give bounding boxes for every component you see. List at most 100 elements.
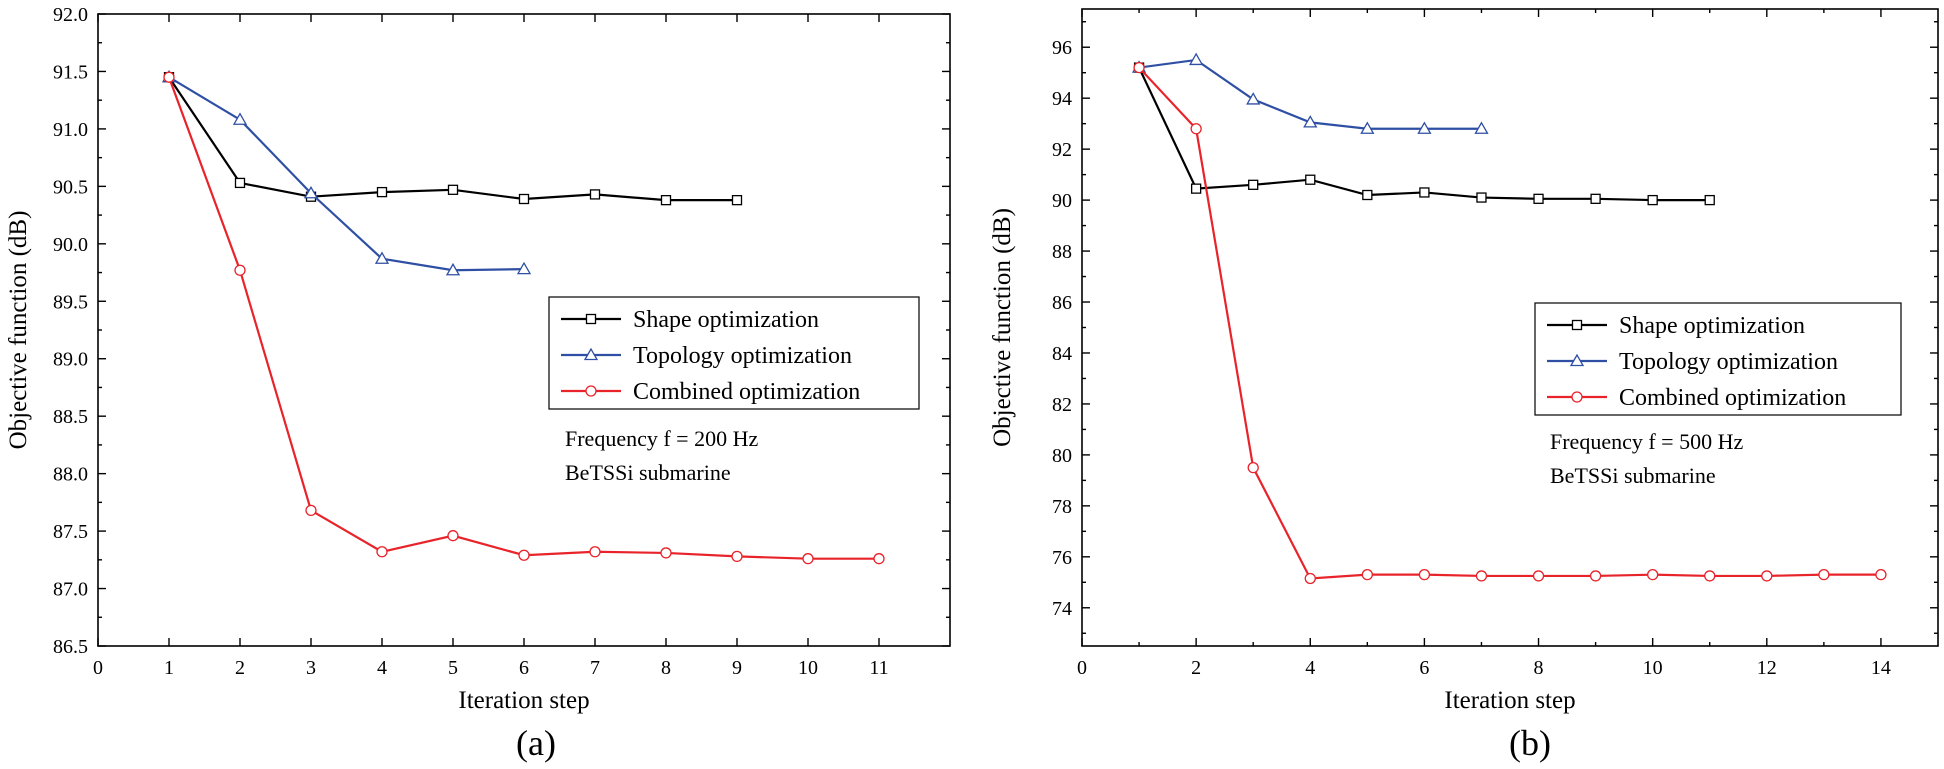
- x-axis-label: Iteration step: [1444, 687, 1575, 714]
- shape-point-7: [660, 195, 672, 206]
- annotation: BeTSSi submarine: [1550, 463, 1716, 488]
- y-tick-label: 89.5: [53, 291, 88, 313]
- chart-a: 0 1 2 3 4 5 6 7 8 9 10 11 86.5 87.0 87.5 88.0 88.5 89.0 89…: [5, 4, 951, 763]
- topology-point-4: [1360, 121, 1375, 134]
- y-tick-label: 88: [1052, 241, 1072, 263]
- shape-point-3: [376, 186, 388, 198]
- combined-point-9: [1647, 569, 1659, 581]
- x-tick-label: 0: [1077, 657, 1087, 679]
- shape-point-2: [1248, 179, 1259, 190]
- topology-point-1: [232, 112, 248, 125]
- y-tick-label: 92: [1052, 139, 1072, 161]
- shape-legend-label: Shape optimization: [633, 307, 819, 333]
- legend: Shape optimization Topology optimization C…: [548, 296, 920, 410]
- y-tick-label: 82: [1052, 394, 1072, 416]
- y-tick-label: 86: [1052, 292, 1072, 314]
- shape-legend-point-0: [1571, 319, 1583, 331]
- topology-point-2: [1246, 92, 1261, 105]
- shape-point-8: [1590, 193, 1601, 204]
- y-tick-label: 80: [1052, 445, 1072, 467]
- x-axis-label: Iteration step: [458, 687, 589, 714]
- shape-point-3: [1305, 174, 1316, 185]
- x-tick-label: 8: [1534, 657, 1544, 679]
- y-tick-label: 84: [1052, 343, 1072, 365]
- x-tick-label: 7: [590, 657, 600, 679]
- y-tick-label: 86.5: [53, 636, 88, 658]
- topology-point-2: [303, 185, 319, 199]
- chart-b: 0 2 4 6 8 10 12 14 74 76 78 80 82 84 86 88 90 92 94 96 Itera…: [989, 8, 1939, 763]
- topology-point-3: [374, 251, 390, 264]
- topology-line: [168, 76, 525, 272]
- combined-line: [1138, 66, 1881, 580]
- shape-legend-point-0: [585, 313, 597, 325]
- combined-point-10: [873, 553, 885, 565]
- combined-point-8: [1589, 570, 1602, 582]
- shape-legend-label: Shape optimization: [1619, 313, 1805, 339]
- x-tick-label: 1: [164, 657, 174, 679]
- shape-point-6: [1476, 192, 1487, 203]
- y-tick-label: 74: [1052, 598, 1072, 620]
- shape-point-5: [1419, 187, 1430, 198]
- shape-point-10: [1704, 194, 1715, 206]
- x-tick-label: 10: [1643, 657, 1663, 679]
- topology-series: [1131, 52, 1489, 134]
- shape-point-1: [234, 177, 246, 189]
- combined-point-6: [589, 546, 601, 558]
- combined-series: [1133, 61, 1887, 585]
- annotation: Frequency f = 500 Hz: [1550, 429, 1743, 454]
- combined-point-12: [1818, 569, 1830, 581]
- shape-point-4: [447, 184, 459, 195]
- shape-point-8: [731, 195, 743, 206]
- x-tick-label: 2: [235, 657, 245, 679]
- topology-legend-label: Topology optimization: [633, 343, 852, 369]
- legend: Shape optimization Topology optimization C…: [1534, 302, 1902, 416]
- topology-point-6: [1474, 121, 1489, 134]
- topology-legend-point-0: [1569, 353, 1585, 367]
- subfigure-label: (a): [516, 723, 556, 763]
- topology-point-1: [1189, 52, 1204, 66]
- combined-legend-point-0: [585, 385, 597, 397]
- combined-point-4: [447, 530, 459, 542]
- combined-point-0: [1133, 61, 1145, 74]
- y-tick-label: 92.0: [53, 4, 88, 26]
- x-tick-label: 5: [448, 657, 458, 679]
- combined-point-4: [1361, 569, 1373, 581]
- x-tick-label: 11: [869, 657, 888, 679]
- x-tick-label: 4: [1305, 657, 1315, 679]
- shape-series: [163, 72, 743, 206]
- combined-point-1: [234, 264, 246, 276]
- topology-legend-label: Topology optimization: [1619, 349, 1838, 375]
- x-tick-label: 12: [1757, 657, 1777, 679]
- combined-point-5: [518, 549, 530, 561]
- y-tick-label: 90.5: [53, 176, 88, 198]
- shape-point-4: [1362, 189, 1373, 201]
- shape-point-1: [1190, 183, 1202, 194]
- y-axis-label: Objective function (dB): [989, 208, 1016, 447]
- topology-point-4: [445, 262, 461, 276]
- combined-point-2: [305, 504, 317, 517]
- shape-line: [168, 76, 737, 202]
- combined-point-10: [1704, 570, 1716, 582]
- y-tick-label: 87.5: [53, 521, 88, 543]
- topology-point-3: [1303, 115, 1318, 128]
- y-tick-label: 91.5: [53, 61, 88, 83]
- annotation: Frequency f = 200 Hz: [565, 426, 758, 451]
- x-tick-label: 14: [1871, 657, 1891, 679]
- combined-point-7: [660, 547, 672, 559]
- y-tick-label: 78: [1052, 496, 1072, 518]
- shape-point-9: [1647, 194, 1658, 206]
- combined-point-5: [1418, 569, 1431, 581]
- y-tick-label: 88.5: [53, 406, 88, 428]
- combined-point-13: [1875, 569, 1887, 581]
- y-tick-label: 91.0: [53, 119, 88, 141]
- y-tick-label: 76: [1052, 547, 1072, 569]
- annotation: BeTSSi submarine: [565, 460, 731, 485]
- shape-series: [1133, 62, 1715, 206]
- subfigure-label: (b): [1509, 723, 1551, 763]
- y-tick-label: 90.0: [53, 234, 88, 256]
- topology-legend-point-0: [583, 347, 599, 361]
- combined-point-7: [1532, 570, 1545, 582]
- combined-legend-point-0: [1571, 391, 1583, 403]
- combined-point-11: [1761, 570, 1773, 582]
